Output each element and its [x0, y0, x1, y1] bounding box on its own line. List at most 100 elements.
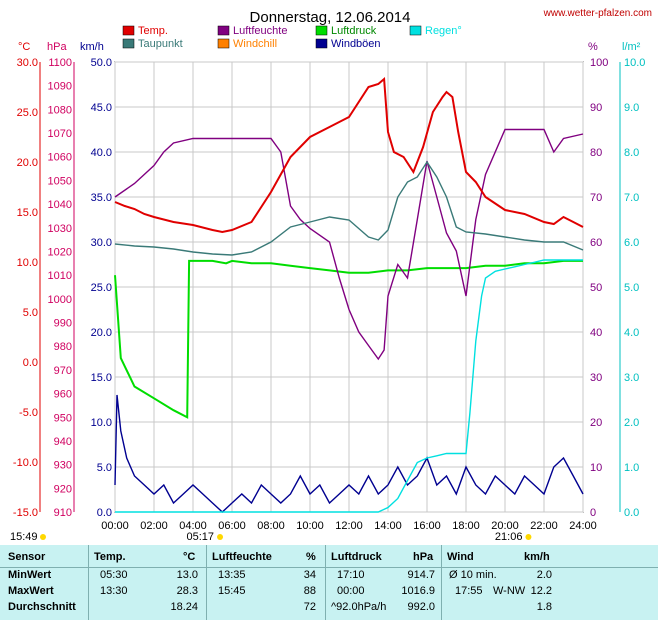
tick-wind: 5.0: [97, 462, 112, 474]
tick-humidity: 0: [590, 507, 596, 519]
series-line: [114, 394, 584, 513]
tick-temp: 30.0: [17, 57, 38, 69]
row-max-wind-value: 12.2: [530, 585, 552, 597]
row-max-temp-value: 28.3: [176, 585, 198, 597]
tick-pressure: 970: [54, 365, 72, 377]
header-pressure: Luftdruck: [331, 551, 382, 563]
tick-wind: 0.0: [97, 507, 112, 519]
tick-x: 20:00: [491, 520, 519, 532]
tick-pressure: 1090: [48, 81, 72, 93]
row-avg-press-value: 992.0: [407, 601, 435, 613]
tick-x: 00:00: [101, 520, 129, 532]
tick-pressure: 1000: [48, 294, 72, 306]
tick-pressure: 1070: [48, 128, 72, 140]
weather-chart: Donnerstag, 12.06.2014 www.wetter-pfalzen…: [10, 8, 652, 543]
tick-rain: 7.0: [624, 192, 639, 204]
tick-wind: 30.0: [91, 237, 112, 249]
current-time: 15:49: [10, 531, 38, 543]
row-max-temp-time: 13:30: [100, 585, 128, 597]
row-min-press-time: 17:10: [337, 569, 365, 581]
tick-humidity: 40: [590, 327, 602, 339]
legend-swatch: [315, 38, 328, 49]
tick-x: 02:00: [140, 520, 168, 532]
row-min-press-value: 914.7: [407, 569, 435, 581]
legend-label: Regen°: [425, 25, 462, 37]
tick-x: 16:00: [413, 520, 441, 532]
tick-pressure: 940: [54, 436, 72, 448]
tick-rain: 4.0: [624, 327, 639, 339]
stats-table-header: [0, 545, 658, 568]
tick-wind: 10.0: [91, 417, 112, 429]
series-line: [114, 259, 583, 419]
legend-label: Windböen: [331, 38, 381, 50]
tick-pressure: 1020: [48, 246, 72, 258]
sunset-icon: [525, 534, 532, 540]
row-max-label: MaxWert: [8, 585, 54, 597]
tick-temp: 20.0: [17, 157, 38, 169]
tick-temp: 25.0: [17, 107, 38, 119]
header-wind: Wind: [447, 551, 474, 563]
legend-label: Temp.: [138, 25, 168, 37]
legend-swatch: [217, 38, 230, 49]
tick-wind: 35.0: [91, 192, 112, 204]
unit-pressure: hPa: [47, 41, 67, 53]
legend-label: Taupunkt: [138, 38, 183, 50]
tick-humidity: 30: [590, 372, 602, 384]
tick-humidity: 50: [590, 282, 602, 294]
tick-pressure: 1100: [48, 57, 72, 69]
tick-pressure: 1050: [48, 175, 72, 187]
header-temp-unit: °C: [183, 551, 196, 563]
tick-pressure: 990: [54, 318, 72, 330]
tick-humidity: 100: [590, 57, 608, 69]
tick-wind: 15.0: [91, 372, 112, 384]
tick-humidity: 10: [590, 462, 602, 474]
legend-label: Windchill: [233, 38, 277, 50]
legend-swatch: [315, 25, 328, 36]
legend-swatch: [217, 25, 230, 36]
tick-x: 22:00: [530, 520, 558, 532]
tick-x: 08:00: [257, 520, 285, 532]
tick-rain: 9.0: [624, 102, 639, 114]
tick-temp: 5.0: [23, 307, 38, 319]
tick-rain: 3.0: [624, 372, 639, 384]
header-sensor: Sensor: [8, 551, 46, 563]
series-line: [114, 128, 584, 361]
brand-link: www.wetter-pfalzen.com: [543, 8, 652, 19]
tick-rain: 8.0: [624, 147, 639, 159]
row-min-temp-time: 05:30: [100, 569, 128, 581]
sunset-time: 21:06: [495, 531, 523, 543]
tick-rain: 1.0: [624, 462, 639, 474]
tick-x: 18:00: [452, 520, 480, 532]
row-avg-temp-value: 18.24: [170, 601, 198, 613]
sunrise-icon: [217, 534, 224, 540]
row-max-press-time: 00:00: [337, 585, 365, 597]
unit-rain: l/m²: [622, 41, 641, 53]
tick-rain: 5.0: [624, 282, 639, 294]
tick-temp: 15.0: [17, 207, 38, 219]
unit-humidity: %: [588, 41, 598, 53]
tick-humidity: 80: [590, 147, 602, 159]
tick-pressure: 1060: [48, 152, 72, 164]
tick-temp: 10.0: [17, 257, 38, 269]
row-min-label: MinWert: [8, 569, 52, 581]
row-min-temp-value: 13.0: [176, 569, 198, 581]
row-max-press-value: 1016.9: [401, 585, 435, 597]
row-avg-hum-value: 72: [303, 601, 316, 613]
tick-wind: 50.0: [91, 57, 112, 69]
tick-x: 04:00: [179, 520, 207, 532]
tick-wind: 20.0: [91, 327, 112, 339]
tick-x: 24:00: [569, 520, 597, 532]
tick-x: 14:00: [374, 520, 402, 532]
unit-temp: °C: [18, 41, 30, 53]
header-pressure-unit: hPa: [413, 551, 434, 563]
row-max-hum-value: 88: [303, 585, 316, 597]
tick-wind: 45.0: [91, 102, 112, 114]
row-max-wind-time: 17:55: [455, 585, 483, 597]
tick-wind: 40.0: [91, 147, 112, 159]
series-line: [115, 259, 583, 513]
tick-rain: 10.0: [624, 57, 645, 69]
header-temp: Temp.: [94, 551, 126, 563]
row-min-hum-time: 13:35: [218, 569, 246, 581]
row-min-hum-value: 34: [303, 569, 316, 581]
tick-humidity: 20: [590, 417, 602, 429]
